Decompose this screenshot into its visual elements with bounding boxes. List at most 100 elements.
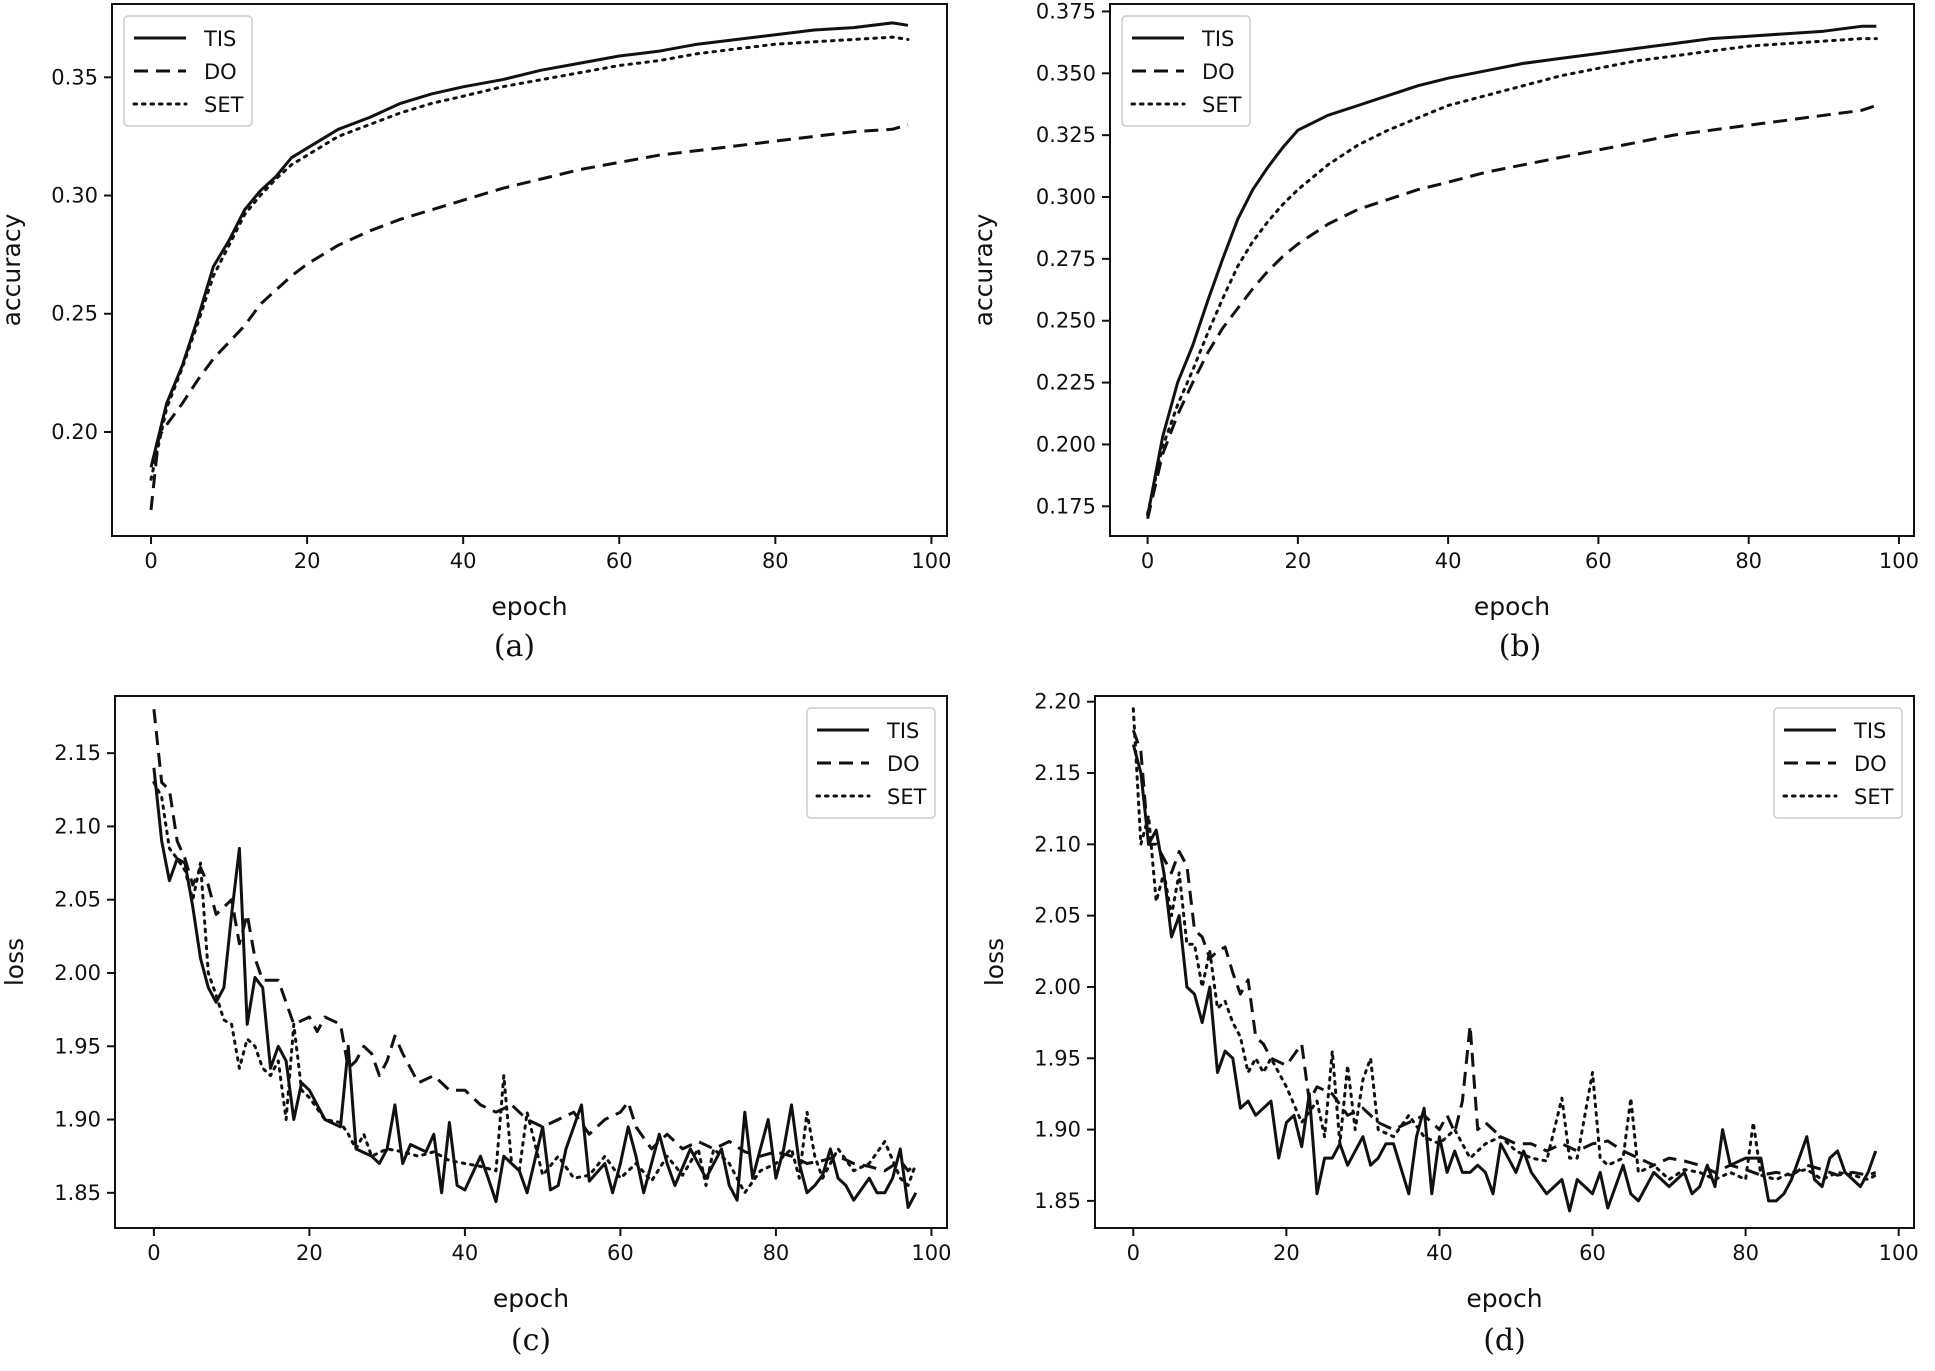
y-tick-label: 1.85: [54, 1181, 101, 1205]
y-tick-label: 1.85: [1034, 1189, 1081, 1213]
y-tick-label: 2.10: [54, 814, 101, 838]
legend: TIS DO SET: [806, 707, 936, 819]
y-tick-label: 2.05: [54, 888, 101, 912]
x-axis-label: epoch: [1466, 1284, 1542, 1313]
y-tick-label: 0.300: [1036, 185, 1096, 209]
chart-panel-b: 0 20 40 60 80 100 0.175 0.200 0.225 0.250 0.275 0.3…: [969, 0, 1919, 664]
x-tick-label: 80: [762, 549, 789, 573]
series-line-do: [1146, 104, 1877, 520]
y-tick-label: 1.95: [1034, 1046, 1081, 1070]
x-tick-label: 0: [1141, 549, 1154, 573]
legend-label-set: SET: [1854, 785, 1894, 809]
legend-label-do: DO: [1854, 752, 1887, 776]
plot-frame: [114, 695, 948, 1229]
chart-panel-c: 0 20 40 60 80 100 1.85 1.90 1.95 2.00 2.05 2.10 2.15…: [0, 695, 951, 1358]
y-tick-label: 2.10: [1034, 832, 1081, 856]
series-line-do: [1131, 729, 1877, 1177]
x-tick-label: 60: [1579, 1241, 1606, 1265]
x-tick-label: 20: [294, 549, 321, 573]
chart-panel-d: 0 20 40 60 80 100 1.85 1.90 1.95 2.00 2.05 2.10 2.15…: [980, 690, 1919, 1358]
panel-caption: (c): [511, 1323, 551, 1358]
series-line-set: [152, 781, 918, 1195]
y-tick-label: 2.00: [1034, 975, 1081, 999]
series-line-do: [149, 123, 909, 511]
legend-label-do: DO: [887, 752, 920, 776]
x-tick-label: 60: [606, 549, 633, 573]
series-line-set: [1131, 707, 1878, 1181]
legend-box: [1773, 707, 1903, 819]
panel-caption: (a): [494, 629, 535, 664]
x-axis-label: epoch: [1474, 592, 1550, 621]
series-line-tis: [152, 767, 918, 1209]
y-tick-label: 0.275: [1036, 247, 1096, 271]
x-tick-label: 100: [1879, 549, 1919, 573]
x-tick-label: 100: [911, 549, 951, 573]
legend-label-tis: TIS: [1201, 27, 1234, 51]
x-tick-label: 60: [607, 1241, 634, 1265]
y-tick-label: 0.175: [1036, 494, 1096, 518]
x-tick-label: 80: [1735, 549, 1762, 573]
y-axis-label: accuracy: [0, 213, 26, 326]
y-tick-label: 0.350: [1036, 61, 1096, 85]
x-tick-label: 40: [1435, 549, 1462, 573]
y-tick-label: 0.250: [1036, 309, 1096, 333]
legend-label-do: DO: [1202, 60, 1235, 84]
y-axis-label: loss: [980, 938, 1009, 986]
y-tick-label: 2.05: [1034, 904, 1081, 928]
x-tick-label: 20: [1284, 549, 1311, 573]
series-line-tis: [149, 21, 909, 468]
legend: TIS DO SET: [123, 15, 253, 127]
y-axis-label: accuracy: [969, 213, 998, 326]
legend: TIS DO SET: [1773, 707, 1903, 819]
legend-label-set: SET: [887, 785, 927, 809]
y-tick-label: 0.325: [1036, 123, 1096, 147]
x-tick-label: 20: [296, 1241, 323, 1265]
y-tick-label: 0.375: [1036, 0, 1096, 23]
legend-box: [1121, 15, 1251, 127]
legend-label-set: SET: [204, 93, 244, 117]
series-line-tis: [1131, 744, 1878, 1213]
x-tick-label: 40: [1426, 1241, 1453, 1265]
y-tick-label: 0.30: [51, 184, 98, 208]
series-line-set: [149, 35, 910, 481]
panel-caption: (b): [1499, 629, 1542, 664]
y-axis-label: loss: [0, 938, 29, 986]
x-tick-label: 0: [1127, 1241, 1140, 1265]
x-tick-label: 20: [1273, 1241, 1300, 1265]
legend-label-tis: TIS: [886, 719, 919, 743]
legend-label-tis: TIS: [203, 27, 236, 51]
y-tick-label: 0.20: [51, 420, 98, 444]
y-tick-label: 1.95: [54, 1034, 101, 1058]
x-tick-label: 40: [452, 1241, 479, 1265]
x-tick-label: 100: [911, 1241, 951, 1265]
series-line-set: [1146, 37, 1878, 516]
legend: TIS DO SET: [1121, 15, 1251, 127]
x-tick-label: 60: [1585, 549, 1612, 573]
legend-label-do: DO: [204, 60, 237, 84]
y-tick-label: 2.00: [54, 961, 101, 985]
y-tick-label: 2.15: [1034, 761, 1081, 785]
x-tick-label: 80: [1732, 1241, 1759, 1265]
y-tick-label: 2.15: [54, 741, 101, 765]
y-tick-label: 0.225: [1036, 371, 1096, 395]
x-tick-label: 40: [450, 549, 477, 573]
y-tick-label: 1.90: [1034, 1118, 1081, 1142]
legend-label-tis: TIS: [1853, 719, 1886, 743]
panel-caption: (d): [1483, 1323, 1526, 1358]
series-line-tis: [1146, 24, 1877, 517]
y-tick-label: 0.200: [1036, 432, 1096, 456]
legend-box: [806, 707, 936, 819]
y-tick-label: 1.90: [54, 1108, 101, 1132]
legend-label-set: SET: [1202, 93, 1242, 117]
plot-frame: [1094, 695, 1915, 1229]
x-tick-label: 0: [147, 1241, 160, 1265]
x-tick-label: 80: [763, 1241, 790, 1265]
series-line-do: [152, 709, 917, 1173]
y-tick-label: 0.25: [51, 302, 98, 326]
x-tick-label: 0: [144, 549, 157, 573]
y-tick-label: 0.35: [51, 65, 98, 89]
y-tick-label: 2.20: [1034, 690, 1081, 714]
x-axis-label: epoch: [493, 1284, 569, 1313]
x-tick-label: 100: [1879, 1241, 1919, 1265]
